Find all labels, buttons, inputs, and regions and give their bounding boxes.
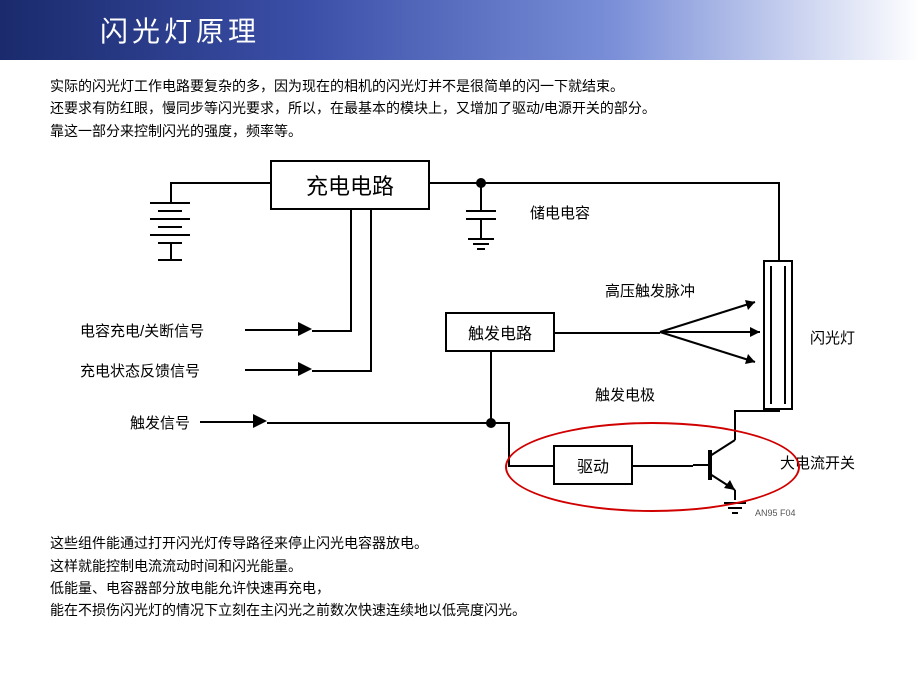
battery-plate — [150, 234, 190, 236]
arrow-icon — [253, 414, 267, 428]
ground-bar — [158, 259, 182, 261]
wire — [490, 422, 510, 424]
flash-tube-inner — [784, 266, 786, 404]
ground-bar — [477, 248, 485, 250]
outro-line-3: 低能量、电容器部分放电能允许快速再充电， — [50, 577, 870, 599]
wire — [734, 410, 780, 412]
charge-circuit-label: 充电电路 — [306, 169, 394, 201]
outro-text: 这些组件能通过打开闪光灯传导路径来停止闪光电容器放电。 这样就能控制电流流动时间… — [0, 522, 920, 622]
wire — [170, 182, 172, 202]
wire — [490, 352, 492, 424]
wire — [267, 422, 492, 424]
intro-line-3: 靠这一部分来控制闪光的强度，频率等。 — [50, 120, 870, 142]
battery-plate — [150, 202, 190, 204]
highlight-ellipse — [505, 422, 800, 512]
ground-bar — [728, 507, 742, 509]
wire — [370, 210, 372, 372]
sig-feedback-label: 充电状态反馈信号 — [80, 360, 200, 381]
wire — [170, 244, 172, 259]
battery-plate — [158, 226, 182, 228]
trigger-electrode-label: 触发电极 — [595, 384, 655, 405]
trigger-circuit-box: 触发电路 — [445, 312, 555, 352]
wire — [312, 330, 352, 332]
sig-charge-label: 电容充电/关断信号 — [80, 320, 204, 341]
sig-trigger-label: 触发信号 — [130, 412, 190, 433]
wire — [480, 220, 482, 238]
ground-bar — [468, 238, 494, 240]
outro-line-1: 这些组件能通过打开闪光灯传导路径来停止闪光电容器放电。 — [50, 532, 870, 554]
circuit-diagram: 充电电路 储电电容 闪光灯 触发电路 高压触发脉冲 触发电极 电容充电/关断信号 — [50, 152, 870, 522]
ref-label: AN95 F04 — [755, 508, 796, 518]
wire — [245, 369, 300, 371]
outro-line-2: 这样就能控制电流流动时间和闪光能量。 — [50, 555, 870, 577]
ground-bar — [732, 512, 738, 514]
title-bar: 闪光灯原理 — [0, 0, 920, 60]
flash-tube — [763, 260, 793, 410]
battery-plate — [150, 218, 190, 220]
cap-plate — [466, 210, 496, 212]
page-title: 闪光灯原理 — [100, 10, 260, 50]
ground-bar — [473, 243, 489, 245]
wire — [778, 182, 780, 262]
arrow-icon — [298, 322, 312, 336]
cap-storage-label: 储电电容 — [530, 202, 590, 223]
intro-text: 实际的闪光灯工作电路要复杂的多，因为现在的相机的闪光灯并不是很简单的闪一下就结束… — [0, 60, 920, 142]
trigger-arrows — [655, 292, 765, 372]
wire — [480, 182, 482, 210]
wire — [312, 370, 372, 372]
wire — [350, 210, 352, 332]
flash-tube-inner — [770, 266, 772, 404]
wire — [170, 182, 270, 184]
flash-label: 闪光灯 — [810, 327, 855, 348]
battery-plate — [158, 210, 182, 212]
wire — [200, 421, 255, 423]
arrow-icon — [298, 362, 312, 376]
wire — [245, 329, 300, 331]
intro-line-1: 实际的闪光灯工作电路要复杂的多，因为现在的相机的闪光灯并不是很简单的闪一下就结束… — [50, 75, 870, 97]
outro-line-4: 能在不损伤闪光灯的情况下立刻在主闪光之前数次快速连续地以低亮度闪光。 — [50, 599, 870, 621]
intro-line-2: 还要求有防红眼，慢同步等闪光要求，所以，在最基本的模块上，又增加了驱动/电源开关… — [50, 97, 870, 119]
trigger-circuit-label: 触发电路 — [468, 320, 532, 344]
charge-circuit-box: 充电电路 — [270, 160, 430, 210]
wire — [555, 332, 660, 334]
